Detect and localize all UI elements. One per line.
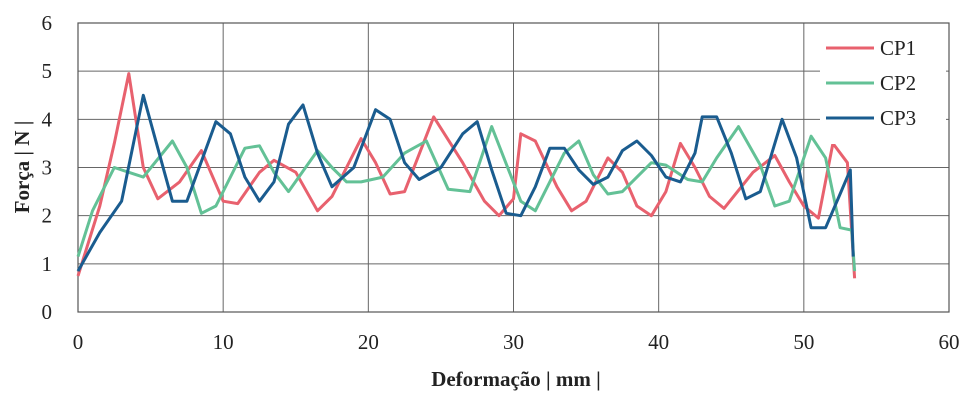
legend: CP1 CP2 CP3 [820, 26, 946, 144]
y-tick-label: 4 [42, 107, 53, 131]
x-tick-label: 30 [503, 330, 524, 354]
series-line-cp2 [76, 125, 857, 272]
y-axis-tick-labels: 0 1 2 3 4 5 6 [42, 11, 53, 324]
x-axis-tick-labels: 0 10 20 30 40 50 60 [73, 330, 960, 354]
legend-background [820, 26, 946, 144]
x-tick-label: 60 [939, 330, 960, 354]
x-tick-label: 20 [358, 330, 379, 354]
y-tick-label: 2 [42, 204, 53, 228]
x-tick-label: 0 [73, 330, 84, 354]
plot-area-frame [77, 22, 950, 313]
y-tick-label: 1 [42, 252, 53, 276]
x-axis-title: Deformação | mm | [431, 367, 601, 391]
legend-label-cp2: CP2 [880, 71, 916, 95]
x-tick-label: 10 [213, 330, 234, 354]
x-tick-label: 40 [648, 330, 669, 354]
x-tick-label: 50 [793, 330, 814, 354]
y-tick-label: 0 [42, 300, 53, 324]
series-lines [76, 72, 857, 279]
y-tick-label: 5 [42, 59, 53, 83]
series-line-cp1 [76, 72, 857, 279]
legend-label-cp3: CP3 [880, 106, 916, 130]
y-tick-label: 3 [42, 156, 53, 180]
y-axis-title: Força | N | [10, 121, 34, 214]
y-tick-label: 6 [42, 11, 53, 35]
legend-label-cp1: CP1 [880, 36, 916, 60]
series-line-cp3 [76, 93, 855, 272]
